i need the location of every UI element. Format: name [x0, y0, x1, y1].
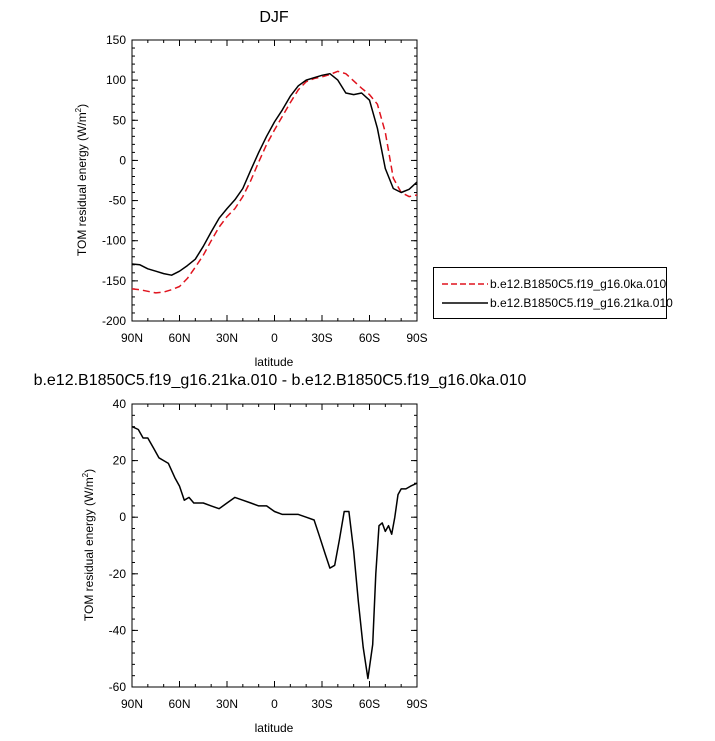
y-tick-label: -20 — [109, 567, 127, 581]
x-tick-label: 30N — [216, 697, 238, 711]
series-line-0 — [131, 70, 418, 294]
x-tick-label: 0 — [271, 331, 278, 345]
x-tick-label: 30S — [311, 697, 332, 711]
x-tick-label: 90N — [121, 697, 143, 711]
x-tick-label: 90N — [121, 331, 143, 345]
y-tick-label: 50 — [113, 113, 127, 127]
plot-frame — [131, 403, 418, 688]
y-tick-label: -40 — [109, 623, 127, 637]
legend-label: b.e12.B1850C5.f19_g16.0ka.010 — [490, 277, 667, 291]
x-axis-label: latitude — [255, 355, 294, 369]
y-tick-label: -200 — [102, 314, 126, 328]
x-tick-label: 90S — [406, 331, 427, 345]
y-tick-label: -60 — [109, 680, 127, 694]
legend-label: b.e12.B1850C5.f19_g16.21ka.010 — [490, 296, 673, 310]
x-tick-label: 90S — [406, 697, 427, 711]
y-tick-label: 150 — [106, 33, 126, 47]
legend-swatch-solid — [442, 302, 488, 304]
legend-swatch-dashed — [442, 283, 488, 285]
y-tick-label: -150 — [102, 274, 126, 288]
chart-difference: b.e12.B1850C5.f19_g16.21ka.010 - b.e12.B… — [34, 372, 527, 735]
x-tick-label: 30S — [311, 331, 332, 345]
y-tick-label: 20 — [113, 454, 127, 468]
plot-frame — [131, 39, 418, 322]
x-axis-label: latitude — [255, 721, 294, 735]
chart-title: DJF — [259, 9, 289, 26]
x-tick-label: 60S — [359, 697, 380, 711]
y-tick-label: -100 — [102, 234, 126, 248]
y-tick-label: 40 — [113, 397, 127, 411]
chart-title: b.e12.B1850C5.f19_g16.21ka.010 - b.e12.B… — [34, 372, 527, 389]
y-axis-label: TOM residual energy (W/m2) — [81, 469, 96, 621]
y-tick-label: 100 — [106, 73, 126, 87]
x-tick-label: 60N — [168, 697, 190, 711]
y-axis-label: TOM residual energy (W/m2) — [74, 104, 89, 256]
x-tick-label: 60N — [168, 331, 190, 345]
legend: b.e12.B1850C5.f19_g16.0ka.010 b.e12.B185… — [433, 267, 673, 319]
series-line-1 — [131, 72, 418, 276]
y-tick-label: 0 — [119, 153, 126, 167]
y-tick-label: 0 — [119, 510, 126, 524]
legend-item-0ka: b.e12.B1850C5.f19_g16.0ka.010 — [440, 276, 666, 292]
series-line-0 — [131, 425, 418, 680]
x-tick-label: 60S — [359, 331, 380, 345]
y-tick-label: -50 — [109, 194, 127, 208]
legend-item-21ka: b.e12.B1850C5.f19_g16.21ka.010 — [440, 295, 673, 311]
x-tick-label: 0 — [271, 697, 278, 711]
x-tick-label: 30N — [216, 331, 238, 345]
chart-djf: DJF 150 100 50 0 -50 -100 -150 -200 90N 60N 30N 0 3… — [74, 9, 428, 369]
